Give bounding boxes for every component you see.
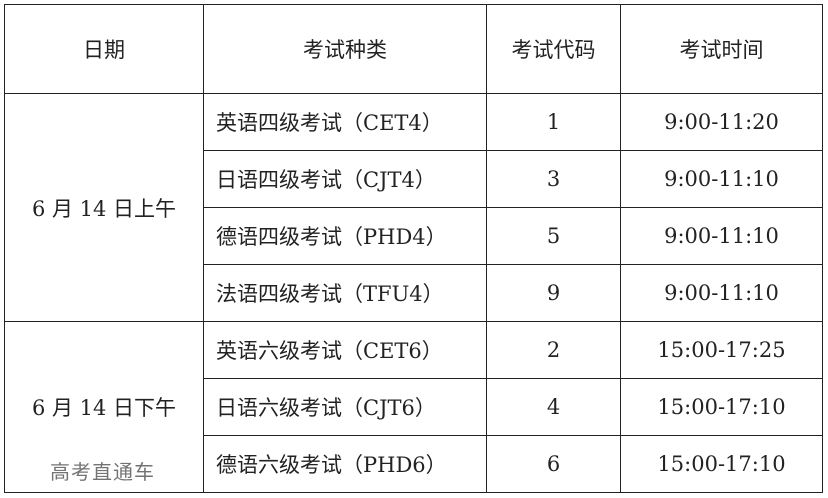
table-row: 德语六级考试（PHD6） 6 15:00-17:10 <box>5 435 823 493</box>
time-cell: 9:00-11:10 <box>620 150 823 208</box>
exam-schedule-table: 日期 考试种类 考试代码 考试时间 6 月 14 日上午 英语四级考试（CET4）… <box>4 4 823 493</box>
header-row: 日期 考试种类 考试代码 考试时间 <box>4 4 823 94</box>
time-cell: 9:00-11:20 <box>620 93 823 151</box>
code-cell: 3 <box>486 150 621 208</box>
type-cell: 德语四级考试（PHD4） <box>203 207 487 265</box>
type-cell: 日语四级考试（CJT4） <box>203 150 487 208</box>
type-cell: 法语四级考试（TFU4） <box>203 264 487 322</box>
time-cell: 15:00-17:10 <box>620 378 823 436</box>
table-row: 6 月 14 日下午 英语六级考试（CET6） 2 15:00-17:25 <box>4 321 823 493</box>
code-cell: 1 <box>486 93 621 151</box>
code-cell: 2 <box>486 321 621 379</box>
type-cell: 英语六级考试（CET6） <box>203 321 487 379</box>
time-cell: 15:00-17:25 <box>620 321 823 379</box>
code-cell: 6 <box>486 435 621 493</box>
table-row: 6 月 14 日上午 英语四级考试（CET4） 1 9:00-11:20 <box>4 93 823 322</box>
code-cell: 9 <box>486 264 621 322</box>
time-cell: 9:00-11:10 <box>620 264 823 322</box>
header-code: 考试代码 <box>486 4 621 94</box>
watermark: 高考直通车 <box>50 460 155 484</box>
code-cell: 5 <box>486 207 621 265</box>
date-cell: 6 月 14 日上午 <box>4 93 204 322</box>
table-row: 德语四级考试（PHD4） 5 9:00-11:10 <box>5 207 823 265</box>
type-cell: 日语六级考试（CJT6） <box>203 378 487 436</box>
type-cell: 英语四级考试（CET4） <box>203 93 487 151</box>
time-cell: 15:00-17:10 <box>620 435 823 493</box>
date-cell: 6 月 14 日下午 <box>4 321 204 493</box>
time-cell: 9:00-11:10 <box>620 207 823 265</box>
code-cell: 4 <box>486 378 621 436</box>
header-time: 考试时间 <box>620 4 823 94</box>
type-cell: 德语六级考试（PHD6） <box>203 435 487 493</box>
table-row: 法语四级考试（TFU4） 9 9:00-11:10 <box>5 264 823 322</box>
table-row: 日语四级考试（CJT4） 3 9:00-11:10 <box>5 150 823 208</box>
header-date: 日期 <box>4 4 204 94</box>
header-type: 考试种类 <box>203 4 487 94</box>
